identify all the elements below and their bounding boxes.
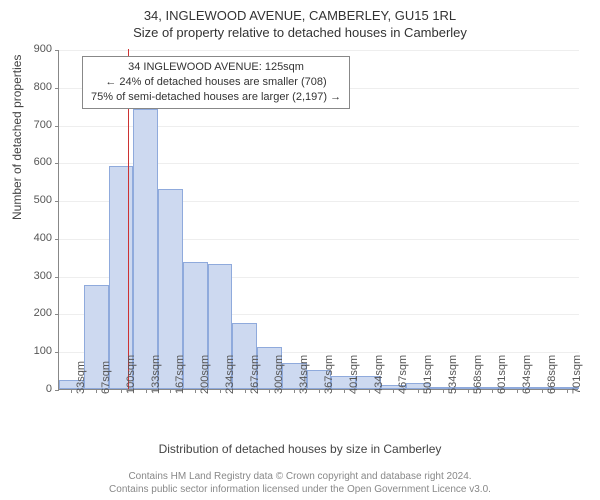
y-tick [55, 390, 59, 391]
x-tick-label: 601sqm [496, 355, 508, 394]
x-tick-label: 668sqm [546, 355, 558, 394]
x-tick [393, 389, 394, 393]
x-tick-label: 300sqm [273, 355, 285, 394]
x-tick-label: 33sqm [75, 361, 87, 394]
x-tick-label: 467sqm [397, 355, 409, 394]
y-tick [55, 314, 59, 315]
x-tick-label: 200sqm [199, 355, 211, 394]
x-tick [245, 389, 246, 393]
x-tick [195, 389, 196, 393]
histogram-bar [133, 109, 158, 389]
y-tick-label: 500 [34, 194, 52, 206]
x-tick [170, 389, 171, 393]
y-tick-label: 0 [46, 383, 52, 395]
x-tick [567, 389, 568, 393]
x-tick-label: 234sqm [224, 355, 236, 394]
y-tick [55, 88, 59, 89]
x-tick [146, 389, 147, 393]
x-tick [492, 389, 493, 393]
x-axis-title: Distribution of detached houses by size … [0, 442, 600, 456]
x-tick-label: 401sqm [348, 355, 360, 394]
x-tick-label: 133sqm [150, 355, 162, 394]
y-tick-label: 200 [34, 307, 52, 319]
x-tick [269, 389, 270, 393]
x-tick-label: 367sqm [323, 355, 335, 394]
x-tick [344, 389, 345, 393]
y-tick [55, 239, 59, 240]
y-tick [55, 277, 59, 278]
x-tick-label: 100sqm [125, 355, 137, 394]
x-tick-label: 701sqm [571, 355, 583, 394]
y-tick-label: 100 [34, 345, 52, 357]
y-tick [55, 50, 59, 51]
annotation-line: 34 INGLEWOOD AVENUE: 125sqm [91, 60, 341, 75]
x-tick [294, 389, 295, 393]
y-tick-label: 400 [34, 232, 52, 244]
y-tick [55, 163, 59, 164]
chart-plot-area: 010020030040050060070080090033sqm67sqm10… [58, 50, 578, 390]
x-tick [319, 389, 320, 393]
x-tick [468, 389, 469, 393]
x-tick-label: 67sqm [100, 361, 112, 394]
chart-title-line2: Size of property relative to detached ho… [0, 23, 600, 40]
gridline [59, 50, 579, 51]
x-tick [542, 389, 543, 393]
y-tick-label: 600 [34, 156, 52, 168]
annotation-line: ← 24% of detached houses are smaller (70… [91, 75, 341, 90]
y-tick [55, 352, 59, 353]
y-tick-label: 700 [34, 119, 52, 131]
annotation-box: 34 INGLEWOOD AVENUE: 125sqm← 24% of deta… [82, 56, 350, 109]
annotation-line: 75% of semi-detached houses are larger (… [91, 90, 341, 105]
y-tick-label: 800 [34, 81, 52, 93]
y-tick-label: 300 [34, 270, 52, 282]
x-tick-label: 501sqm [422, 355, 434, 394]
footer-attribution: Contains HM Land Registry data © Crown c… [0, 470, 600, 496]
x-tick [121, 389, 122, 393]
chart-title-line1: 34, INGLEWOOD AVENUE, CAMBERLEY, GU15 1R… [0, 0, 600, 23]
y-tick [55, 126, 59, 127]
x-tick [443, 389, 444, 393]
x-tick [418, 389, 419, 393]
y-axis-title: Number of detached properties [10, 55, 24, 220]
x-tick-label: 167sqm [174, 355, 186, 394]
x-tick-label: 534sqm [447, 355, 459, 394]
x-tick [369, 389, 370, 393]
x-tick [96, 389, 97, 393]
footer-line2: Contains public sector information licen… [0, 483, 600, 496]
x-tick-label: 267sqm [249, 355, 261, 394]
x-tick-label: 634sqm [521, 355, 533, 394]
x-tick-label: 434sqm [373, 355, 385, 394]
y-tick-label: 900 [34, 43, 52, 55]
x-tick [220, 389, 221, 393]
x-tick-label: 334sqm [298, 355, 310, 394]
y-tick [55, 201, 59, 202]
footer-line1: Contains HM Land Registry data © Crown c… [0, 470, 600, 483]
x-tick [71, 389, 72, 393]
x-tick-label: 568sqm [472, 355, 484, 394]
x-tick [517, 389, 518, 393]
